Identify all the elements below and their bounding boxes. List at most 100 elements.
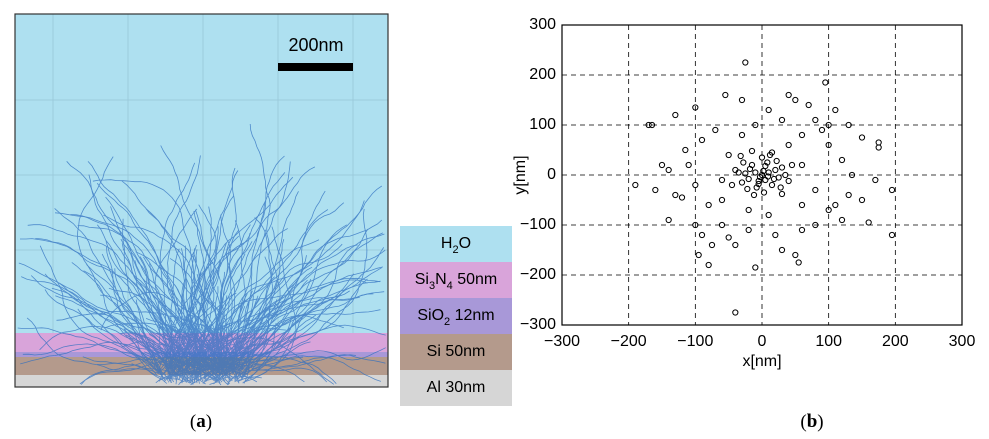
point	[733, 242, 738, 247]
x-tick-label: −100	[677, 333, 713, 350]
x-tick-label: −200	[611, 333, 647, 350]
caption-b: (b)	[800, 411, 823, 432]
point	[889, 232, 894, 237]
point	[726, 235, 731, 240]
point	[766, 107, 771, 112]
x-tick-label: 0	[758, 333, 767, 350]
caption-letter: a	[196, 411, 206, 432]
point	[696, 252, 701, 257]
point	[786, 142, 791, 147]
point	[859, 197, 864, 202]
x-tick-label: 200	[882, 333, 909, 350]
x-tick-label: −300	[544, 333, 580, 350]
point	[769, 182, 774, 187]
point	[793, 252, 798, 257]
point	[819, 127, 824, 132]
point	[799, 202, 804, 207]
point	[839, 157, 844, 162]
point	[774, 158, 779, 163]
point	[633, 182, 638, 187]
point	[766, 212, 771, 217]
point	[679, 195, 684, 200]
y-tick-label: 300	[529, 16, 556, 33]
x-tick-label: 300	[949, 333, 976, 350]
panel-b: −300 −200 −100 0 100 200 300 −300 −200 −100 0 100 20…	[512, 16, 975, 370]
point	[666, 167, 671, 172]
y-axis-label: y[nm]	[512, 155, 529, 194]
x-tick-label: 100	[815, 333, 842, 350]
point	[699, 137, 704, 142]
point	[719, 222, 724, 227]
point	[673, 112, 678, 117]
caption-letter: b	[807, 411, 818, 432]
point	[753, 265, 758, 270]
layer-label: Al 30nm	[427, 379, 486, 396]
scale-bar	[278, 63, 353, 71]
point	[686, 162, 691, 167]
point	[859, 135, 864, 140]
point	[786, 92, 791, 97]
point	[873, 177, 878, 182]
label-part: Si 50nm	[427, 343, 486, 360]
y-tick-label: −200	[520, 266, 556, 283]
label-part: Al 30nm	[427, 379, 486, 396]
y-tick-label: −100	[520, 216, 556, 233]
label-part: 50nm	[453, 271, 497, 288]
point	[771, 176, 776, 181]
point	[779, 191, 784, 196]
point	[813, 117, 818, 122]
point	[746, 176, 751, 181]
point	[763, 177, 768, 182]
point	[653, 187, 658, 192]
point	[739, 180, 744, 185]
y-tick-label: 0	[547, 166, 556, 183]
y-tick-label: 200	[529, 66, 556, 83]
point	[751, 192, 756, 197]
point	[799, 162, 804, 167]
point	[746, 207, 751, 212]
point	[713, 127, 718, 132]
point	[806, 102, 811, 107]
point	[738, 153, 743, 158]
y-tick-label: −300	[520, 316, 556, 333]
point	[778, 185, 783, 190]
label-part: SiO	[417, 307, 444, 324]
layer-region	[15, 14, 388, 333]
point	[739, 132, 744, 137]
point	[719, 177, 724, 182]
point	[706, 202, 711, 207]
point	[773, 167, 778, 172]
point	[779, 165, 784, 170]
point	[779, 117, 784, 122]
point	[746, 227, 751, 232]
point	[846, 192, 851, 197]
point	[753, 170, 758, 175]
point	[739, 97, 744, 102]
point	[749, 148, 754, 153]
layer-label: Si 50nm	[427, 343, 486, 360]
point	[719, 197, 724, 202]
point	[833, 202, 838, 207]
point	[876, 140, 881, 145]
point	[709, 242, 714, 247]
point	[796, 260, 801, 265]
point	[733, 310, 738, 315]
x-axis-label: x[nm]	[742, 353, 781, 370]
point	[889, 187, 894, 192]
caption-a: (a)	[190, 411, 212, 432]
point	[726, 152, 731, 157]
label-part: H	[441, 235, 453, 252]
point	[693, 182, 698, 187]
point	[866, 220, 871, 225]
point	[666, 217, 671, 222]
y-tick-label: 100	[529, 116, 556, 133]
point	[789, 162, 794, 167]
point	[799, 132, 804, 137]
point	[786, 178, 791, 183]
point	[761, 190, 766, 195]
point	[799, 227, 804, 232]
label-part: Si	[415, 271, 429, 288]
point	[876, 145, 881, 150]
label-part: O	[459, 235, 471, 252]
